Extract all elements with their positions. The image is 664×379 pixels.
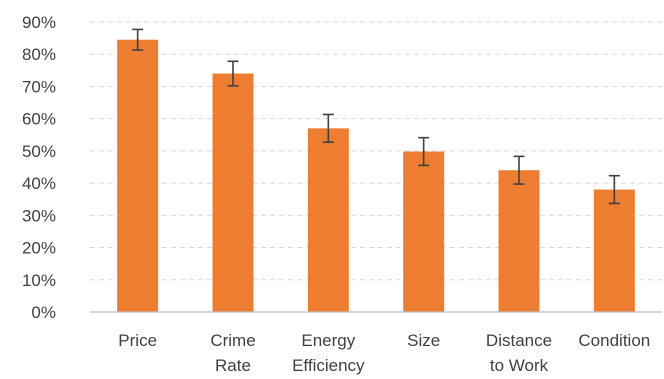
bar [593, 189, 635, 312]
x-tick-label: Distance to Work [486, 331, 552, 375]
x-axis-category-labels: Price Crime Rate Energy Efficiency Size Distan… [118, 331, 650, 375]
y-axis-tick-labels: 0% 10% 20% 30% 40% 50% 60% 70% 80% 90% [22, 13, 56, 322]
x-tick-label: Crime Rate [210, 331, 255, 375]
error-bar [322, 113, 334, 143]
bar [403, 151, 445, 312]
y-tick-label: 10% [22, 271, 56, 290]
y-tick-label: 30% [22, 206, 56, 225]
bar [212, 73, 254, 312]
bar [117, 39, 159, 312]
y-tick-label: 40% [22, 174, 56, 193]
y-tick-label: 50% [22, 142, 56, 161]
y-tick-label: 0% [31, 303, 56, 322]
x-tick-label: Price [118, 331, 157, 350]
x-tick-label: Energy Efficiency [292, 331, 365, 375]
y-tick-label: 20% [22, 239, 56, 258]
error-bar [608, 174, 620, 205]
y-tick-label: 70% [22, 77, 56, 96]
y-tick-label: 90% [22, 13, 56, 32]
error-bar [418, 136, 430, 167]
gridlines [90, 21, 662, 281]
bar [498, 170, 540, 312]
error-bar [132, 28, 144, 51]
error-bars [132, 28, 620, 205]
y-tick-label: 80% [22, 45, 56, 64]
error-bar [513, 155, 525, 185]
x-tick-label: Size [407, 331, 440, 350]
bars [117, 39, 635, 312]
x-tick-label: Condition [578, 331, 650, 350]
y-tick-label: 60% [22, 110, 56, 129]
bar [307, 128, 349, 312]
error-bar [227, 60, 239, 87]
